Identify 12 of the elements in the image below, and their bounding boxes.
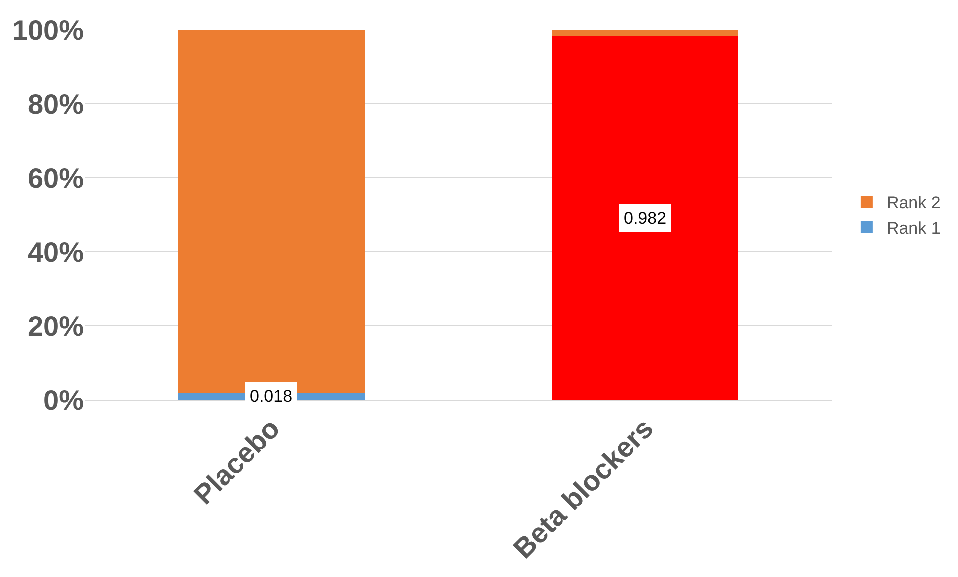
y-tick-label: 100%: [12, 14, 84, 46]
data-label: 0.018: [250, 387, 293, 406]
legend-label: Rank 2: [886, 194, 941, 213]
legend-label: Rank 1: [886, 218, 941, 238]
y-tick-label: 20%: [28, 310, 84, 342]
y-tick-label: 0%: [44, 384, 84, 416]
data-label: 0.982: [624, 209, 667, 228]
bar: [552, 36, 739, 400]
y-tick-label: 60%: [28, 162, 84, 194]
y-tick-label: 80%: [28, 88, 84, 120]
y-tick-label: 40%: [28, 236, 84, 268]
bar: [552, 30, 739, 37]
